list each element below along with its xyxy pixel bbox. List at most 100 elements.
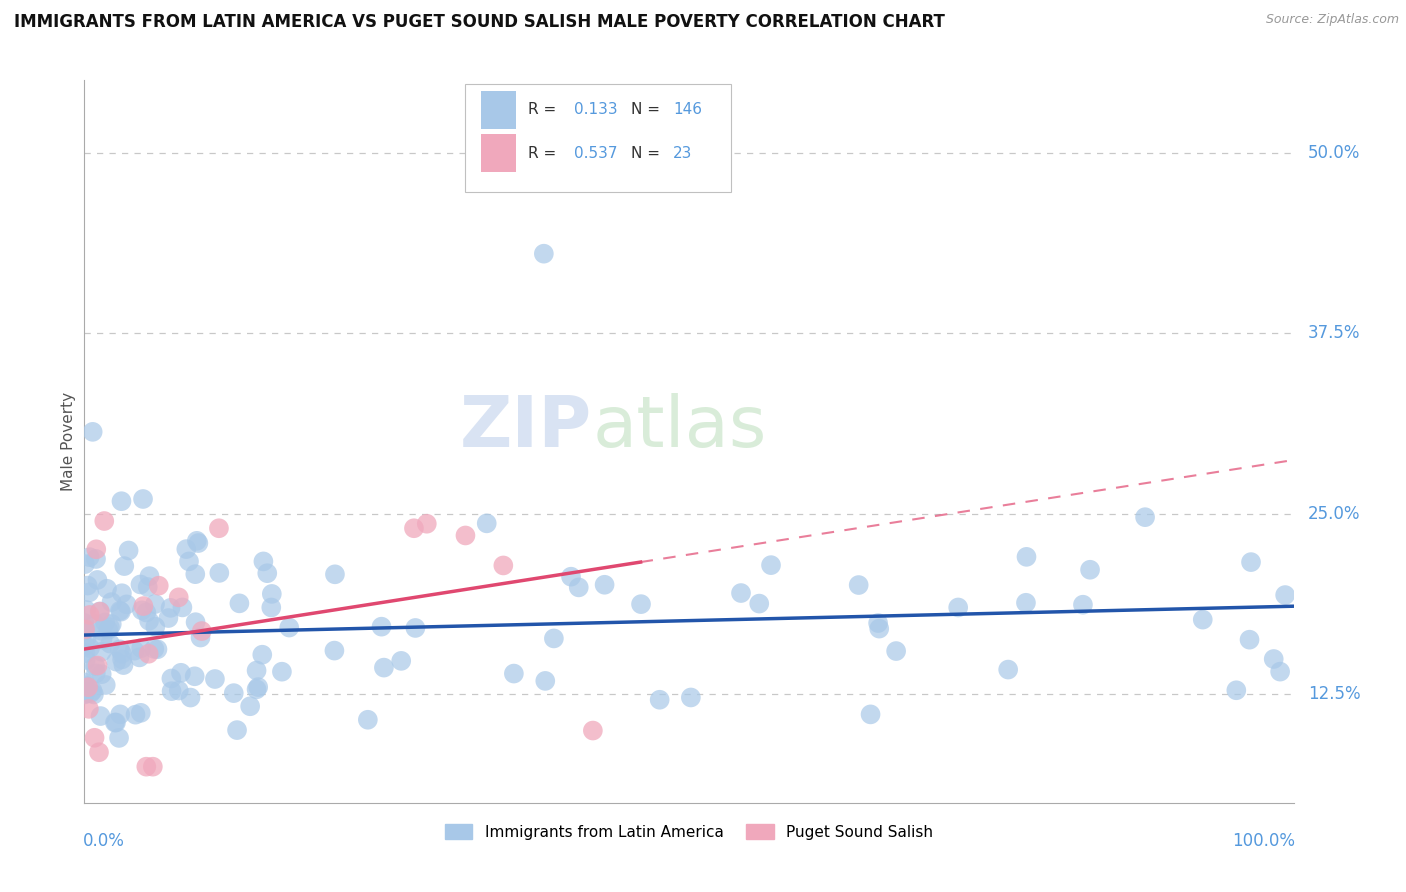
Point xyxy=(132,491,155,506)
Point xyxy=(138,614,160,628)
Point xyxy=(157,611,180,625)
Text: 25.0%: 25.0% xyxy=(1308,505,1361,523)
Point xyxy=(186,533,208,548)
Legend: Immigrants from Latin America, Puget Sound Salish: Immigrants from Latin America, Puget Sou… xyxy=(439,818,939,846)
Point xyxy=(75,653,97,667)
Point xyxy=(502,666,524,681)
Point xyxy=(184,567,207,582)
Point xyxy=(389,654,412,668)
Point xyxy=(160,672,183,686)
Point xyxy=(86,658,108,673)
Point xyxy=(1239,632,1261,647)
Point xyxy=(997,663,1019,677)
FancyBboxPatch shape xyxy=(465,84,731,193)
Point xyxy=(129,577,152,591)
Point xyxy=(868,615,890,630)
Point xyxy=(108,731,131,745)
Point xyxy=(159,600,181,615)
Point xyxy=(1015,549,1038,564)
Text: 0.0%: 0.0% xyxy=(83,831,125,850)
Point xyxy=(1225,683,1247,698)
Text: N =: N = xyxy=(631,103,665,118)
Text: N =: N = xyxy=(631,145,665,161)
Point xyxy=(98,620,121,634)
Point xyxy=(252,648,274,662)
Point xyxy=(100,617,122,632)
Point xyxy=(132,599,155,613)
Point xyxy=(143,642,166,657)
Point xyxy=(75,646,97,660)
Point xyxy=(252,554,274,568)
Point xyxy=(187,536,209,550)
Point xyxy=(568,581,591,595)
Point xyxy=(89,605,111,619)
Point xyxy=(260,587,283,601)
Point xyxy=(117,543,139,558)
Text: 0.537: 0.537 xyxy=(574,145,617,161)
Point xyxy=(124,643,146,657)
Point xyxy=(82,683,104,698)
Text: 0.133: 0.133 xyxy=(574,103,617,118)
Point xyxy=(100,595,122,609)
Point xyxy=(112,559,135,574)
Point xyxy=(73,557,96,571)
Point xyxy=(83,731,105,745)
Point xyxy=(86,573,108,587)
Text: ZIP: ZIP xyxy=(460,392,592,461)
Point xyxy=(160,684,183,698)
Point xyxy=(79,640,101,655)
Point xyxy=(475,516,498,531)
Point xyxy=(868,622,890,636)
Point xyxy=(593,578,616,592)
Point xyxy=(848,578,870,592)
Point xyxy=(77,680,100,694)
Point xyxy=(111,647,134,661)
Point xyxy=(135,606,157,620)
Point xyxy=(245,682,267,697)
FancyBboxPatch shape xyxy=(481,91,516,128)
Point xyxy=(73,688,96,702)
Point xyxy=(93,514,115,528)
Point xyxy=(1071,598,1094,612)
Point xyxy=(89,605,111,619)
Point xyxy=(108,707,131,722)
Point xyxy=(84,552,107,566)
Point xyxy=(110,494,132,508)
Point xyxy=(228,596,250,610)
Point xyxy=(190,631,212,645)
Point xyxy=(129,641,152,656)
Point xyxy=(208,566,231,580)
Point xyxy=(1268,665,1291,679)
Point xyxy=(135,760,157,774)
Point xyxy=(84,666,107,681)
Point xyxy=(245,664,267,678)
Point xyxy=(105,655,128,669)
Point xyxy=(208,521,231,535)
Text: 100.0%: 100.0% xyxy=(1232,831,1295,850)
Text: Source: ZipAtlas.com: Source: ZipAtlas.com xyxy=(1265,13,1399,27)
Point xyxy=(648,692,671,706)
Point xyxy=(271,665,294,679)
Point xyxy=(96,582,118,596)
Point xyxy=(76,680,98,694)
Point xyxy=(256,566,278,581)
Point xyxy=(84,617,107,632)
Point xyxy=(83,688,105,702)
Point xyxy=(630,597,652,611)
Point xyxy=(148,579,170,593)
Point xyxy=(131,603,153,617)
Point xyxy=(1240,555,1263,569)
Point xyxy=(75,623,97,637)
Point xyxy=(146,642,169,657)
Text: 146: 146 xyxy=(673,103,702,118)
Point xyxy=(1274,588,1296,602)
Point xyxy=(1191,613,1213,627)
Point xyxy=(177,554,200,568)
Point xyxy=(73,685,96,699)
Point xyxy=(404,621,426,635)
Point xyxy=(1078,563,1101,577)
Point xyxy=(94,615,117,630)
Point xyxy=(108,642,131,657)
Point xyxy=(167,683,190,698)
Point xyxy=(94,678,117,692)
